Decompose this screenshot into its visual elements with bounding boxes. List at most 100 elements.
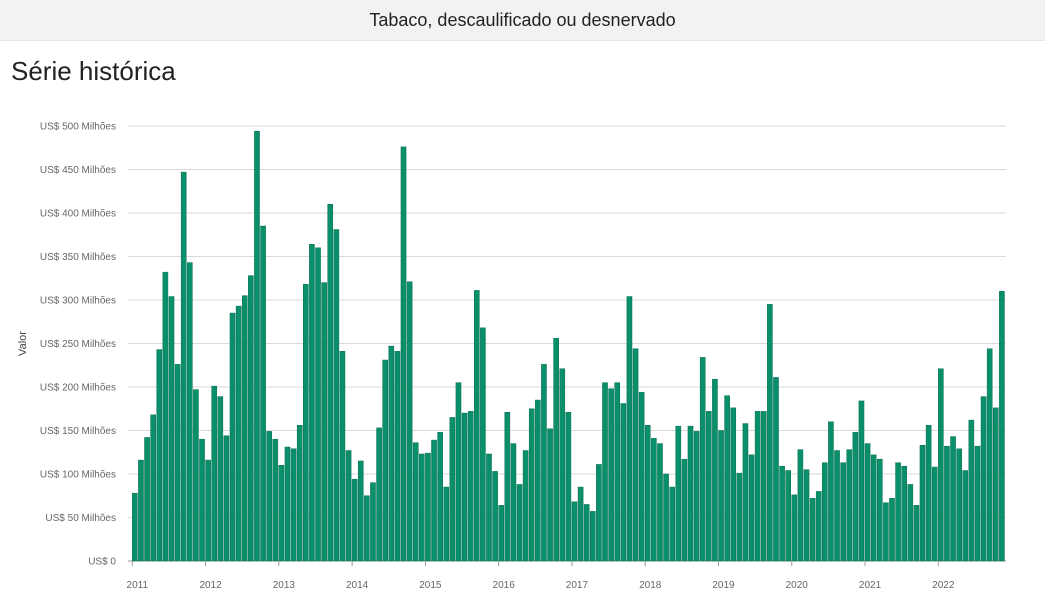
bar: [602, 382, 608, 562]
bar: [767, 304, 773, 562]
bar: [669, 486, 675, 562]
bar: [950, 436, 956, 562]
bar: [528, 408, 535, 562]
x-tick-label: 2011: [127, 580, 149, 591]
bar: [296, 425, 303, 562]
bar: [156, 349, 163, 562]
bar: [449, 417, 456, 562]
bar: [822, 462, 828, 562]
bar: [180, 171, 187, 562]
page-header: Tabaco, descaulificado ou desnervado: [0, 0, 1045, 41]
bar: [620, 403, 627, 562]
bar: [504, 411, 511, 562]
bar: [461, 412, 468, 562]
bar: [651, 438, 657, 562]
x-tick-label: 2012: [199, 580, 222, 591]
x-tick-label: 2016: [493, 580, 516, 591]
bar: [278, 465, 285, 562]
bar: [986, 348, 993, 562]
bar: [870, 454, 877, 562]
bar: [376, 427, 382, 562]
bar: [834, 450, 840, 562]
bar: [925, 425, 932, 562]
bar: [419, 453, 425, 562]
bar: [681, 458, 688, 562]
bar: [254, 130, 260, 562]
bar: [553, 338, 559, 562]
y-tick-label: US$ 450 Milhões: [40, 165, 116, 176]
bar: [931, 466, 938, 562]
bar: [132, 492, 138, 562]
bar: [858, 400, 865, 562]
bar: [522, 450, 529, 562]
x-tick-label: 2021: [859, 580, 882, 591]
bar: [144, 437, 150, 562]
bar: [174, 364, 181, 562]
bar: [797, 449, 804, 562]
bar: [480, 327, 486, 562]
bar: [846, 449, 853, 562]
bar: [779, 465, 785, 562]
y-tick-label: US$ 350 Milhões: [40, 252, 116, 263]
bar: [168, 296, 175, 562]
bar: [193, 389, 199, 562]
bar: [272, 438, 279, 562]
bar: [693, 431, 700, 562]
x-tick-label: 2014: [346, 580, 369, 591]
bar: [467, 411, 474, 562]
bar: [162, 271, 169, 562]
bar: [791, 494, 798, 562]
bar: [516, 484, 523, 562]
bar: [351, 478, 358, 562]
bar: [596, 464, 602, 562]
y-tick-label: US$ 50 Milhões: [45, 513, 116, 524]
bar: [357, 460, 364, 562]
bar: [663, 473, 669, 562]
bar: [345, 450, 352, 562]
bar: [339, 351, 346, 562]
bar: [626, 296, 633, 562]
bar: [614, 382, 621, 562]
bar: [742, 423, 749, 562]
bar: [309, 244, 315, 562]
bar: [217, 396, 224, 562]
y-tick-label: US$ 0: [88, 557, 116, 568]
bar: [412, 442, 419, 562]
bar: [864, 443, 871, 562]
bar: [712, 378, 718, 562]
x-tick-label: 2019: [712, 580, 735, 591]
y-tick-label: US$ 250 Milhões: [40, 339, 116, 350]
bar: [205, 459, 211, 562]
bar: [754, 411, 761, 562]
bar: [980, 396, 987, 562]
bar: [455, 382, 462, 562]
bar: [321, 282, 327, 562]
bar: [199, 438, 205, 562]
page-title: Tabaco, descaulificado ou desnervado: [369, 9, 676, 30]
bar: [809, 498, 816, 562]
x-tick-label: 2015: [419, 580, 442, 591]
y-axis-tick-labels: US$ 0 US$ 50 Milhões US$ 100 Milhões US$ 15…: [40, 122, 117, 568]
bar: [498, 505, 505, 562]
y-tick-label: US$ 500 Milhões: [40, 122, 116, 133]
bar: [889, 498, 895, 562]
bar: [266, 431, 272, 562]
bar: [443, 486, 450, 562]
bar: [730, 407, 737, 562]
bar: [675, 425, 682, 562]
bar: [406, 281, 413, 562]
bar: [290, 448, 297, 562]
x-tick-label: 2022: [932, 580, 955, 591]
bar: [840, 462, 846, 562]
bar: [718, 430, 724, 562]
bar: [248, 275, 254, 562]
bar: [968, 419, 975, 562]
bar: [852, 431, 859, 562]
bar: [394, 351, 401, 562]
bar: [425, 452, 431, 562]
y-tick-label: US$ 200 Milhões: [40, 383, 116, 394]
bar: [901, 465, 908, 562]
bar: [974, 445, 981, 562]
bar: [828, 421, 834, 562]
y-tick-label: US$ 300 Milhões: [40, 296, 116, 307]
